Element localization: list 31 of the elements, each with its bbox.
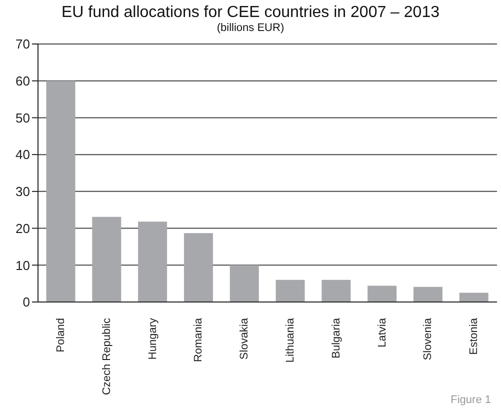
y-tick-label: 60 (16, 73, 30, 88)
y-tick-label: 0 (22, 294, 30, 310)
y-tick-label: 30 (16, 184, 30, 200)
x-tick-label: Hungary (146, 318, 159, 360)
bar (138, 222, 168, 302)
y-tick-label: 10 (16, 258, 30, 273)
bar (459, 292, 488, 302)
x-tick-label: Lithuania (284, 317, 296, 363)
chart-title: EU fund allocations for CEE countries in 2007 – 2013 (60, 4, 440, 22)
bar (184, 233, 213, 302)
x-tick-label: Romania (192, 317, 205, 362)
bar (322, 280, 351, 302)
y-tick-label: 40 (16, 147, 30, 162)
x-tick-label: Slovenia (422, 317, 434, 360)
bar (413, 286, 442, 302)
x-tick-label: Bulgaria (330, 317, 342, 358)
x-tick-label: Poland (54, 318, 67, 352)
chart-subtitle: (billions EUR) (216, 22, 286, 34)
bar (368, 286, 397, 302)
y-tick-label: 20 (16, 220, 30, 236)
bar (46, 80, 76, 302)
bar (92, 216, 122, 302)
x-tick-label: Czech Republic (100, 318, 113, 396)
x-tick-label: Slovakia (238, 317, 251, 360)
y-tick-label: 70 (16, 36, 30, 52)
x-tick-label: Estonia (468, 317, 480, 355)
caption: Figure 1 (450, 394, 491, 406)
bar (230, 265, 259, 302)
x-tick-label: Latvia (376, 317, 388, 348)
bar (276, 280, 305, 302)
y-tick-label: 50 (16, 110, 30, 126)
